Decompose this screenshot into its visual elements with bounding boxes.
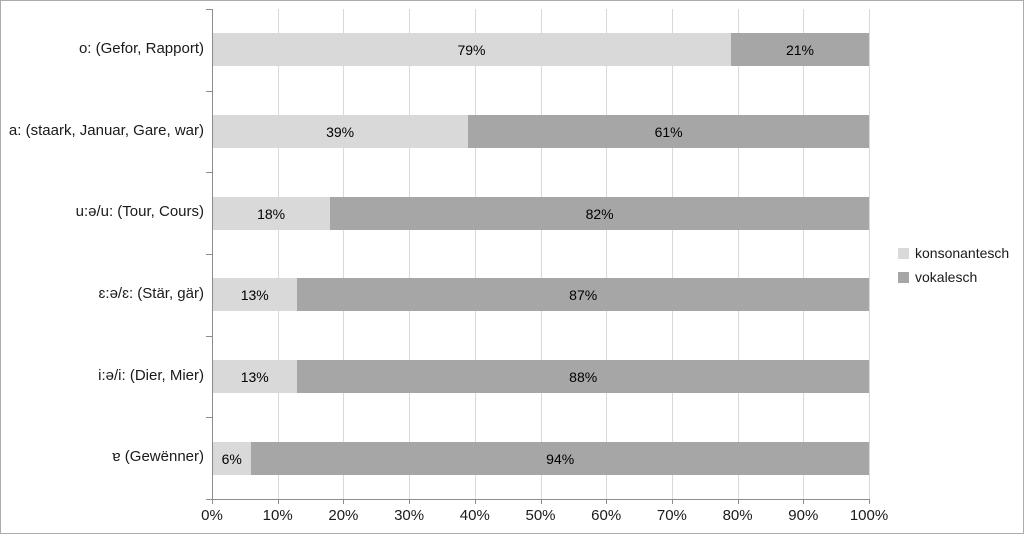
bar-row: 18% 82% bbox=[212, 197, 869, 230]
x-axis-tick-label: 40% bbox=[459, 507, 490, 524]
gridline-20% bbox=[343, 9, 344, 499]
value-axis-tick bbox=[475, 499, 476, 504]
category-axis-tick bbox=[206, 336, 212, 337]
gridline-40% bbox=[475, 9, 476, 499]
category-axis-tick bbox=[206, 9, 212, 10]
gridline-80% bbox=[738, 9, 739, 499]
segment-value-label: 79% bbox=[457, 41, 486, 58]
bar-segment-konsonantesch bbox=[212, 278, 298, 311]
x-axis-tick-label: 90% bbox=[788, 507, 819, 524]
segment-value-label: 6% bbox=[221, 450, 242, 467]
category-axis-tick bbox=[206, 499, 212, 500]
bar-row: 13% 87% bbox=[212, 278, 869, 311]
bar-segment-konsonantesch bbox=[212, 115, 469, 148]
value-axis-tick bbox=[409, 499, 410, 504]
value-axis-tick bbox=[212, 499, 213, 504]
category-label: ɐ (Gewënner) bbox=[112, 448, 204, 465]
segment-value-label: 18% bbox=[257, 205, 286, 222]
category-label: a: (staark, Januar, Gare, war) bbox=[8, 122, 204, 139]
bar-segment-konsonantesch bbox=[212, 360, 298, 393]
value-axis-line bbox=[212, 499, 869, 500]
plot-area: 79% 21% 39% 61% 18% 82% 13% 87% 13% 88% 6% 94% bbox=[212, 9, 870, 499]
gridline-90% bbox=[803, 9, 804, 499]
bar-segment-vokalesch bbox=[330, 197, 869, 230]
gridline-100% bbox=[869, 9, 870, 499]
x-axis-tick-label: 70% bbox=[656, 507, 687, 524]
bar-row: 6% 94% bbox=[212, 442, 869, 475]
segment-value-label: 87% bbox=[569, 286, 598, 303]
x-axis-tick-label: 60% bbox=[591, 507, 622, 524]
legend: konsonantesch vokalesch bbox=[898, 245, 1009, 293]
segment-value-label: 13% bbox=[240, 368, 269, 385]
bar-segment-konsonantesch bbox=[212, 442, 252, 475]
gridline-70% bbox=[672, 9, 673, 499]
bar-segment-vokalesch bbox=[251, 442, 869, 475]
gridline-10% bbox=[278, 9, 279, 499]
x-axis-tick-label: 0% bbox=[201, 507, 223, 524]
value-axis-tick bbox=[343, 499, 344, 504]
bar-segment-konsonantesch bbox=[212, 33, 732, 66]
x-axis-tick-label: 10% bbox=[262, 507, 293, 524]
value-axis-tick bbox=[672, 499, 673, 504]
legend-label-konsonantesch: konsonantesch bbox=[915, 245, 1010, 261]
bar-segment-vokalesch bbox=[731, 33, 869, 66]
gridline-60% bbox=[606, 9, 607, 499]
category-axis-line bbox=[212, 9, 213, 504]
segment-value-label: 39% bbox=[326, 123, 355, 140]
category-label: ɛ:ə/ɛ: (Stär, gär) bbox=[98, 285, 204, 302]
bar-segment-konsonantesch bbox=[212, 197, 331, 230]
value-axis-tick bbox=[738, 499, 739, 504]
category-label: o: (Gefor, Rapport) bbox=[78, 40, 204, 57]
segment-value-label: 21% bbox=[785, 41, 815, 58]
category-axis-tick bbox=[206, 172, 212, 173]
category-label: u:ə/u: (Tour, Cours) bbox=[75, 203, 204, 220]
value-axis-tick bbox=[869, 499, 870, 504]
x-axis-tick-label: 100% bbox=[849, 507, 889, 524]
bar-row: 39% 61% bbox=[212, 115, 869, 148]
segment-value-label: 94% bbox=[546, 450, 575, 467]
x-axis-tick-label: 50% bbox=[525, 507, 556, 524]
x-axis-tick-label: 80% bbox=[722, 507, 753, 524]
bar-row: 79% 21% bbox=[212, 33, 869, 66]
value-axis-tick bbox=[803, 499, 804, 504]
segment-value-label: 61% bbox=[654, 123, 683, 140]
category-axis-tick bbox=[206, 91, 212, 92]
bar-segment-vokalesch bbox=[468, 115, 869, 148]
category-label: i:ə/i: (Dier, Mier) bbox=[98, 367, 204, 384]
gridline-50% bbox=[541, 9, 542, 499]
value-axis-tick bbox=[278, 499, 279, 504]
bar-segment-vokalesch bbox=[297, 360, 869, 393]
bar-row: 13% 88% bbox=[212, 360, 869, 393]
legend-swatch-konsonantesch bbox=[898, 247, 909, 259]
bar-segment-vokalesch bbox=[297, 278, 869, 311]
legend-item-vokalesch: vokalesch bbox=[898, 269, 1009, 285]
legend-label-vokalesch: vokalesch bbox=[915, 269, 978, 285]
category-axis-tick bbox=[206, 417, 212, 418]
segment-value-label: 82% bbox=[585, 205, 614, 222]
value-axis-tick bbox=[541, 499, 542, 504]
x-axis-tick-label: 30% bbox=[394, 507, 425, 524]
x-axis-tick-label: 20% bbox=[328, 507, 359, 524]
legend-item-konsonantesch: konsonantesch bbox=[898, 245, 1009, 261]
value-axis-tick bbox=[606, 499, 607, 504]
legend-swatch-vokalesch bbox=[898, 271, 909, 283]
segment-value-label: 88% bbox=[569, 368, 598, 385]
gridline-30% bbox=[409, 9, 410, 499]
segment-value-label: 13% bbox=[240, 286, 269, 303]
category-axis-tick bbox=[206, 254, 212, 255]
